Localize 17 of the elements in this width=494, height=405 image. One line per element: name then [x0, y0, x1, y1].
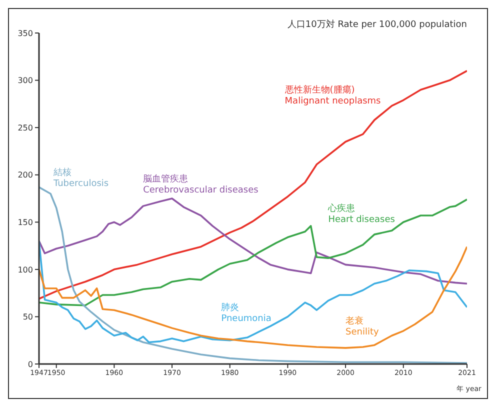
y-tick-label: 300	[18, 76, 33, 86]
series-label: 肺炎 Pneumonia	[221, 302, 272, 324]
y-tick-label: 150	[18, 218, 33, 227]
y-tick-label: 100	[18, 265, 33, 274]
y-tick-label: 250	[18, 123, 33, 132]
series-label: 悪性新生物(腫瘍) Malignant neoplasms	[284, 84, 382, 107]
y-tick-label: 200	[18, 170, 33, 180]
series-label: 脳血管疾患 Cerebrovascular diseases	[143, 173, 259, 196]
y-tick-label: 50	[22, 312, 33, 322]
series-label: 老衰 Senility	[346, 315, 380, 338]
series-label: 心疾患 Heart diseases	[327, 202, 396, 225]
y-tick-label: 350	[18, 28, 33, 38]
series-label: 結核 Tuberculosis	[52, 166, 109, 189]
line-series	[39, 198, 467, 285]
line-series	[39, 70, 467, 300]
y-axis-title: 人口10万対 Rate per 100,000 population	[287, 19, 467, 30]
y-tick-label: 0	[28, 360, 33, 369]
